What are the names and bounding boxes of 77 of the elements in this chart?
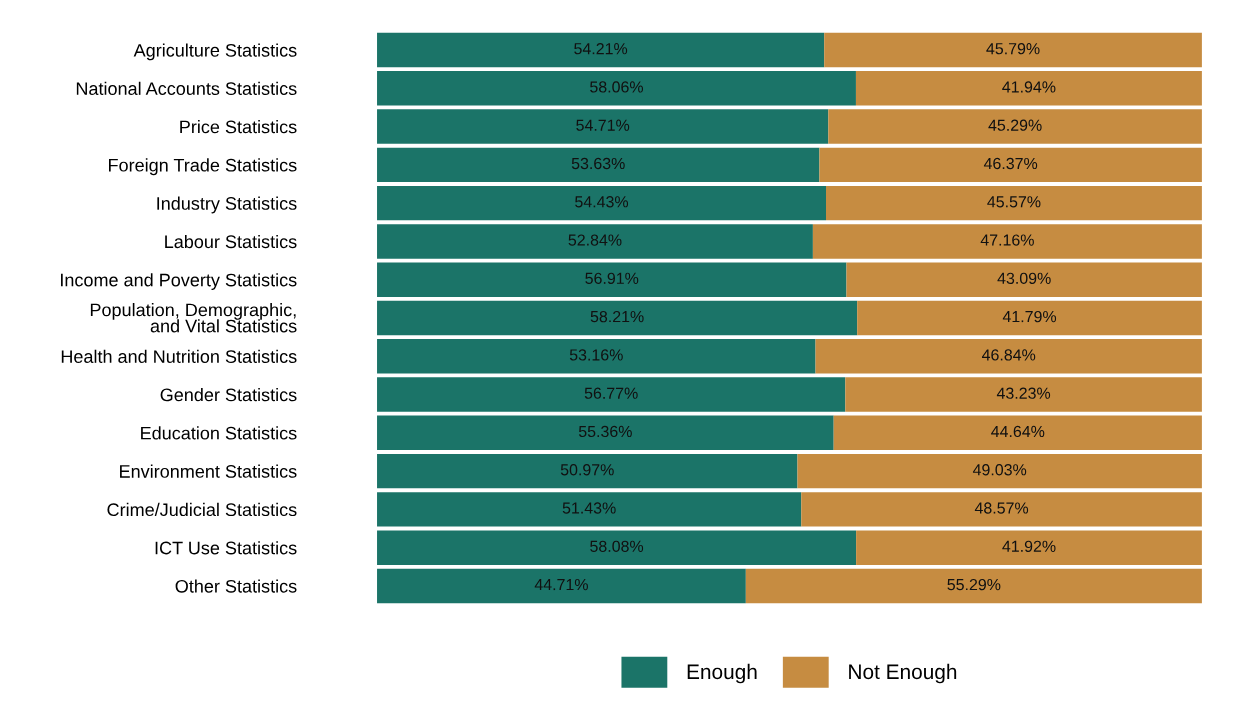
data-label: 45.29% xyxy=(988,119,1042,131)
bar xyxy=(377,224,813,259)
data-label: 52.84% xyxy=(568,234,622,246)
data-label: 41.79% xyxy=(1002,310,1057,323)
bar xyxy=(812,224,1202,259)
data-label: 58.06% xyxy=(590,81,644,93)
bar xyxy=(856,530,1202,565)
data-label: 55.36% xyxy=(578,425,632,438)
data-label: 56.77% xyxy=(584,387,638,399)
data-label: 43.23% xyxy=(996,387,1051,399)
data-label: 45.57% xyxy=(987,196,1041,208)
legend-label: Not Enough xyxy=(849,663,957,684)
bar xyxy=(377,568,746,604)
y-tick-label: Agriculture Statistics xyxy=(133,43,297,61)
bar xyxy=(377,453,798,489)
data-label: 44.64% xyxy=(991,425,1045,438)
bar xyxy=(801,492,1202,527)
data-label: 51.43% xyxy=(562,502,616,514)
y-tick-label: Environment Statistics xyxy=(120,464,297,478)
y-tick-label: Foreign Trade Statistics xyxy=(109,158,297,176)
bar xyxy=(377,339,816,374)
y-tick-label: Industry Statistics xyxy=(157,196,297,214)
bar xyxy=(857,300,1202,336)
data-label: 50.97% xyxy=(560,464,614,476)
data-label: 58.08% xyxy=(590,540,644,552)
bar xyxy=(745,568,1202,604)
bar xyxy=(855,71,1202,106)
data-label: 49.03% xyxy=(972,464,1027,476)
data-label: 46.37% xyxy=(983,157,1038,170)
y-tick-label: National Accounts Statistics xyxy=(76,81,297,96)
data-label: 41.92% xyxy=(1002,540,1056,552)
bar xyxy=(377,492,802,527)
bar xyxy=(377,415,834,451)
bar xyxy=(377,185,827,221)
y-tick-label: Labour Statistics xyxy=(165,234,297,249)
data-label: 44.71% xyxy=(534,579,588,591)
bar xyxy=(815,339,1202,374)
bar xyxy=(826,185,1202,221)
data-label: 54.21% xyxy=(574,42,628,55)
bar xyxy=(377,147,820,183)
bar xyxy=(377,71,856,106)
data-label: 43.09% xyxy=(997,272,1051,284)
data-label: 47.16% xyxy=(980,234,1034,246)
bar xyxy=(377,32,825,68)
data-label: 46.84% xyxy=(981,349,1036,361)
bar xyxy=(833,415,1202,451)
bar xyxy=(824,32,1202,68)
y-tick-label: Education Statistics xyxy=(141,426,297,440)
y-tick-label: Price Statistics xyxy=(180,120,297,134)
data-label: 48.57% xyxy=(974,502,1029,514)
data-label: 56.91% xyxy=(585,272,639,284)
bar xyxy=(797,453,1202,489)
y-tick-label: Crime/Judicial Statistics xyxy=(107,502,297,517)
data-label: 58.21% xyxy=(590,310,644,323)
y-tick-label: Population, Demographic, and Vital Statistics xyxy=(90,303,297,333)
y-tick-label: ICT Use Statistics xyxy=(155,541,297,555)
bar xyxy=(377,109,829,144)
data-label: 45.79% xyxy=(986,42,1040,55)
bar xyxy=(846,262,1202,297)
y-tick-label: Gender Statistics xyxy=(160,388,297,402)
bar xyxy=(828,109,1202,144)
legend-label: Enough xyxy=(687,663,757,684)
bar xyxy=(377,530,857,565)
bar xyxy=(377,377,846,412)
data-label: 54.71% xyxy=(576,119,630,131)
data-label: 41.94% xyxy=(1002,81,1056,93)
data-label: 54.43% xyxy=(575,196,629,208)
data-label: 53.63% xyxy=(571,157,625,170)
bar xyxy=(377,262,847,297)
data-label: 53.16% xyxy=(569,349,623,361)
y-tick-label: Income and Poverty Statistics xyxy=(61,273,297,290)
data-label: 55.29% xyxy=(947,578,1001,591)
y-tick-label: Health and Nutrition Statistics xyxy=(61,349,297,363)
bar xyxy=(377,300,858,336)
bar xyxy=(819,147,1202,183)
y-tick-label: Other Statistics xyxy=(175,579,297,593)
bar xyxy=(845,377,1202,412)
